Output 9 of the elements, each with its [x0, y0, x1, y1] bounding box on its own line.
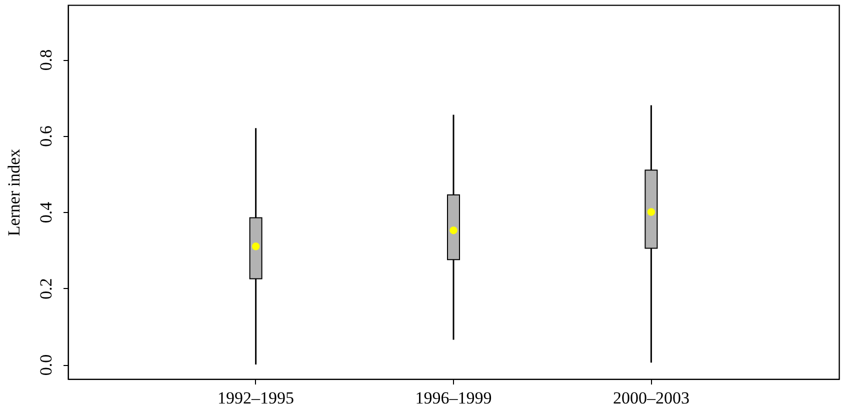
y-axis-title: Lerner index [4, 148, 24, 236]
x-tick-label: 1996–1999 [415, 388, 492, 408]
y-tick-label: 0.0 [36, 354, 56, 376]
x-tick-label: 1992–1995 [218, 388, 294, 408]
y-tick-label: 0.4 [36, 201, 56, 224]
y-tick-label: 0.6 [36, 126, 56, 147]
y-tick-label: 0.2 [36, 278, 56, 300]
y-tick-label: 0.8 [36, 49, 56, 71]
x-tick-label: 2000–2003 [612, 388, 690, 408]
